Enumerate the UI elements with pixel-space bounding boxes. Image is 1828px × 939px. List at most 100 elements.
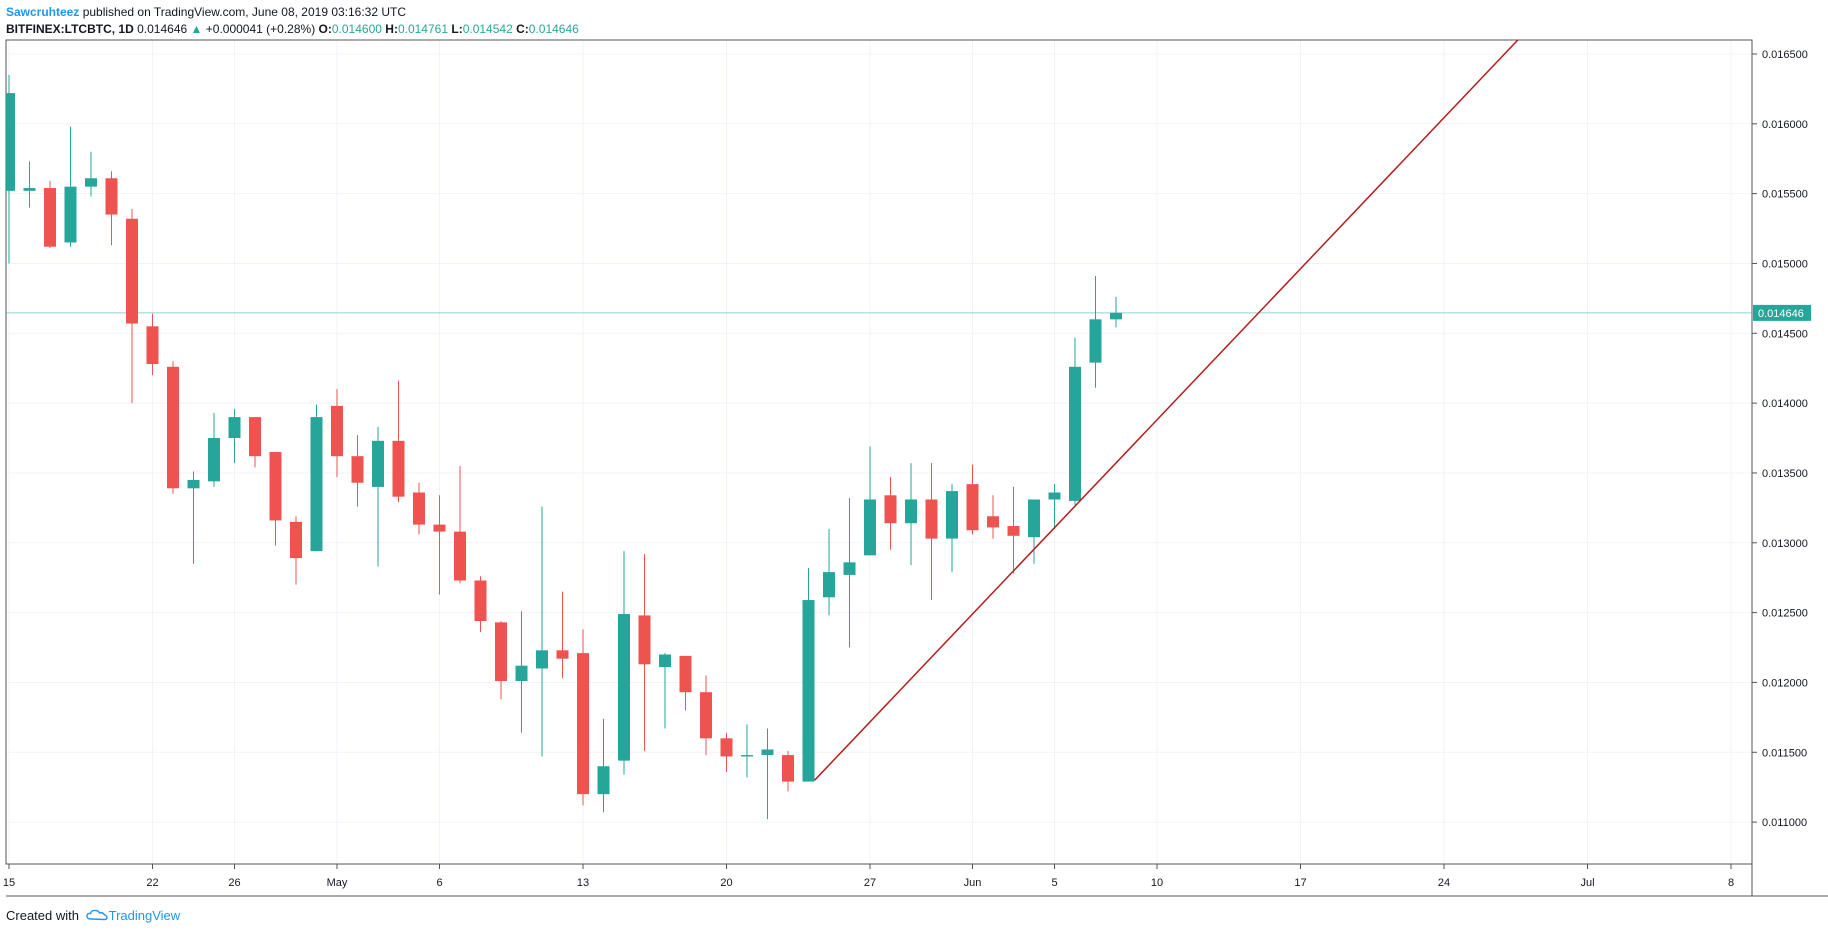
candle-body-up <box>864 499 876 556</box>
candle-body-down <box>1007 526 1020 536</box>
candle-body-down <box>351 456 364 483</box>
publish-info: published on TradingView.com, June 08, 2… <box>82 5 407 19</box>
price-tick-label: 0.011500 <box>1762 747 1807 759</box>
price-tick-label: 0.015000 <box>1762 258 1808 270</box>
candle-body-up <box>761 749 774 756</box>
time-tick-label: Jul <box>1580 877 1594 889</box>
candle-body-down <box>146 326 159 365</box>
candle-body-up <box>597 766 610 795</box>
time-tick-label: May <box>327 877 348 889</box>
candle-body-down <box>925 499 938 539</box>
candle-body-up <box>1089 319 1102 363</box>
high-value: 0.014761 <box>397 22 449 36</box>
candle-body-down <box>105 178 118 215</box>
candle-body-up <box>372 440 384 487</box>
candle-body-down <box>987 516 999 528</box>
candle-body-down <box>884 495 897 524</box>
close-value: 0.014646 <box>528 22 579 36</box>
candle-body-down <box>495 622 507 682</box>
candle-body-up <box>1028 499 1040 538</box>
candle-body-down <box>167 366 179 489</box>
trendline <box>814 40 1519 781</box>
candle-body-up <box>228 417 241 439</box>
time-tick-label: 17 <box>1294 877 1306 889</box>
ohlc-line: BITFINEX:LTCBTC, 1D 0.014646 ▲ +0.000041… <box>6 21 579 38</box>
time-tick-label: 22 <box>146 877 158 889</box>
current-price-badge <box>1753 304 1811 321</box>
price-tick-label: 0.016000 <box>1762 119 1808 131</box>
candle-body-down <box>966 484 979 531</box>
low-label: L: <box>451 22 463 36</box>
time-tick-label: 20 <box>720 877 732 889</box>
candle-body-down <box>392 440 405 497</box>
price-tick-label: 0.016500 <box>1762 49 1808 61</box>
time-tick-label: 8 <box>1728 877 1734 889</box>
time-tick-label: 27 <box>864 877 876 889</box>
time-tick-label: 24 <box>1438 877 1450 889</box>
price-tick-label: 0.012000 <box>1762 677 1808 689</box>
price-tick-label: 0.014000 <box>1762 398 1808 410</box>
price-tick-label: 0.013000 <box>1762 538 1808 550</box>
candle-body-up <box>659 654 671 668</box>
candle-body-up <box>6 93 15 191</box>
time-tick-label: 5 <box>1051 877 1057 889</box>
price-tick-label: 0.015500 <box>1762 189 1808 201</box>
candle-body-up <box>1048 492 1061 500</box>
price-tick-label: 0.011000 <box>1762 817 1807 829</box>
time-tick-label: 15 <box>3 877 15 889</box>
time-tick-label: 6 <box>436 877 442 889</box>
candle-body-up <box>741 755 753 757</box>
current-price-label: 0.014646 <box>1758 308 1804 320</box>
time-tick-label: 10 <box>1151 877 1163 889</box>
close-label: C: <box>516 22 529 36</box>
author-link[interactable]: Sawcruhteez <box>6 5 80 19</box>
last-price: 0.014646 <box>137 22 188 36</box>
time-tick-label: 26 <box>228 877 240 889</box>
candle-body-up <box>1069 366 1081 501</box>
tradingview-brand-link[interactable]: TradingView <box>108 908 181 923</box>
candle-body-down <box>331 405 343 457</box>
candle-body-down <box>700 692 712 739</box>
footer: Created with TradingView <box>6 908 180 924</box>
open-label: O: <box>318 22 332 36</box>
candle-body-down <box>413 492 425 525</box>
candle-body-up <box>208 438 220 482</box>
candle-body-up <box>802 600 815 782</box>
candle-body-up <box>64 186 77 243</box>
candle-body-up <box>946 491 958 539</box>
candle-body-up <box>823 572 835 598</box>
candle-body-up <box>905 499 917 524</box>
candle-body-down <box>638 615 651 665</box>
candle-body-down <box>44 188 56 247</box>
candle-body-down <box>290 521 302 559</box>
candle-body-down <box>679 655 692 693</box>
time-tick-label: Jun <box>964 877 982 889</box>
tradingview-cloud-icon[interactable] <box>85 909 108 924</box>
candle-body-down <box>269 452 282 521</box>
time-tick-label: 13 <box>577 877 589 889</box>
low-value: 0.014542 <box>462 22 513 36</box>
candle-body-down <box>782 755 794 782</box>
price-tick-label: 0.012500 <box>1762 608 1808 620</box>
publish-line: Sawcruhteez published on TradingView.com… <box>6 4 579 21</box>
candle-body-up <box>23 188 36 191</box>
candle-body-up <box>618 614 630 761</box>
candle-body-up <box>515 665 528 682</box>
candle-body-down <box>126 218 138 324</box>
candle-body-down <box>249 417 261 457</box>
candle-body-up <box>85 178 97 187</box>
candle-body-down <box>454 531 466 581</box>
candle-body-up <box>1110 312 1122 320</box>
candle-body-down <box>433 524 446 532</box>
plot-frame <box>5 39 1753 865</box>
candle-body-up <box>310 417 323 552</box>
created-with-label: Created with <box>6 908 79 923</box>
candle-body-up <box>843 562 856 575</box>
candle-body-up <box>536 650 548 669</box>
price-tick-label: 0.014500 <box>1762 328 1808 340</box>
price-tick-label: 0.013500 <box>1762 468 1808 480</box>
candle-body-down <box>474 580 487 621</box>
candle-body-down <box>720 738 733 757</box>
